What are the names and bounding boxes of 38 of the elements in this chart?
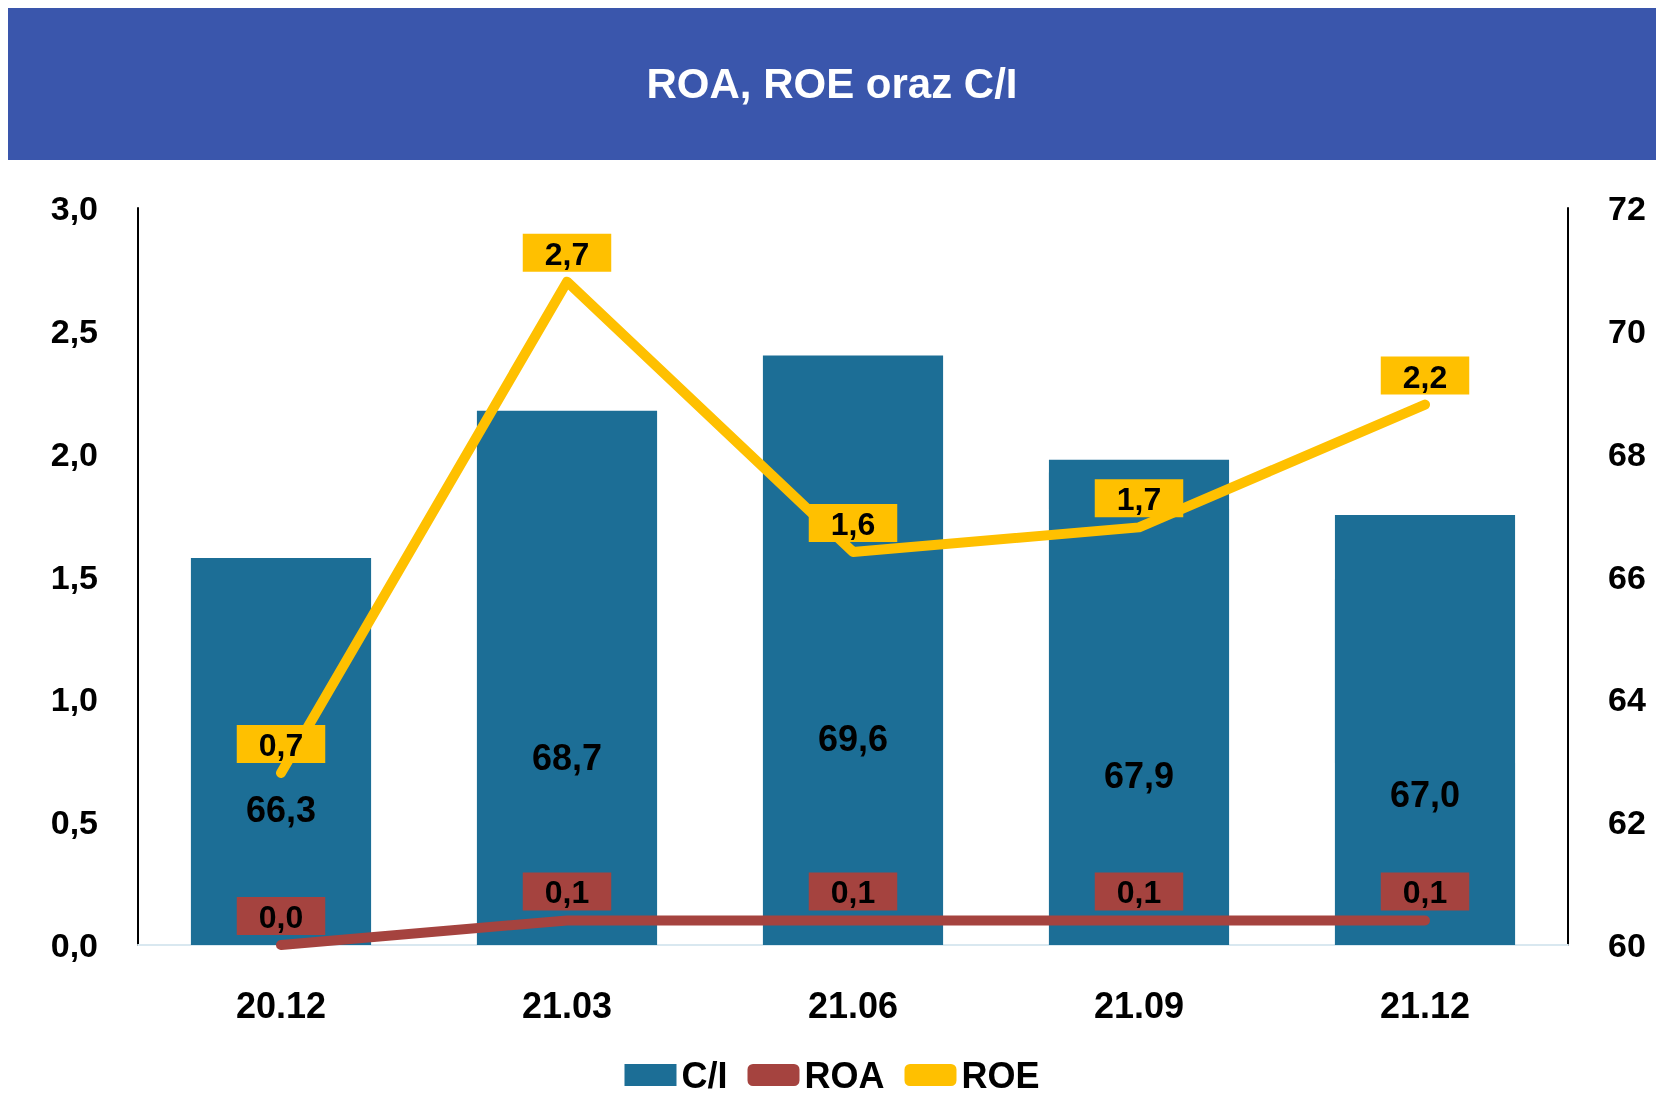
y2-tick-label: 68 bbox=[1608, 434, 1646, 473]
y-tick-label: 3,0 bbox=[50, 189, 98, 227]
data-label: 67,0 bbox=[1389, 774, 1461, 816]
y-tick-label: 0,0 bbox=[50, 926, 98, 964]
x-tick-label: 21.03 bbox=[521, 984, 613, 1026]
data-label: 69,6 bbox=[817, 718, 889, 760]
y-tick-label: 2,0 bbox=[50, 434, 98, 473]
chart-title: ROA, ROE oraz C/I bbox=[8, 8, 1656, 160]
data-label: 0,0 bbox=[258, 899, 304, 935]
data-label: 0,1 bbox=[1116, 874, 1162, 911]
data-label: 0,1 bbox=[1402, 874, 1448, 911]
y2-tick-label: 70 bbox=[1608, 311, 1646, 350]
data-label: 2,2 bbox=[1402, 358, 1448, 395]
legend-label: C/I bbox=[681, 1054, 728, 1096]
x-tick-label: 21.09 bbox=[1093, 984, 1185, 1026]
x-tick-label: 20.12 bbox=[235, 984, 327, 1026]
legend-label: ROA bbox=[804, 1054, 885, 1096]
y2-tick-label: 62 bbox=[1608, 803, 1646, 842]
data-label: 68,7 bbox=[531, 737, 603, 779]
x-tick-label: 21.12 bbox=[1379, 984, 1471, 1026]
data-label: 67,9 bbox=[1103, 754, 1175, 796]
y-tick-label: 2,5 bbox=[50, 311, 98, 350]
data-label: 0,1 bbox=[544, 874, 590, 911]
y-tick-label: 0,5 bbox=[50, 803, 98, 842]
data-label: 0,7 bbox=[258, 727, 304, 764]
y2-tick-label: 72 bbox=[1608, 189, 1646, 227]
legend-label: ROE bbox=[961, 1054, 1040, 1096]
y-tick-label: 1,5 bbox=[50, 557, 98, 596]
data-label: 2,7 bbox=[544, 235, 590, 272]
data-label: 0,1 bbox=[830, 874, 876, 911]
y-tick-label: 1,0 bbox=[50, 680, 98, 719]
y2-tick-label: 64 bbox=[1608, 680, 1646, 719]
data-label: 1,6 bbox=[830, 505, 876, 542]
data-label: 1,7 bbox=[1116, 481, 1162, 518]
y2-tick-label: 66 bbox=[1608, 557, 1646, 596]
x-tick-label: 21.06 bbox=[807, 984, 899, 1026]
y2-tick-label: 60 bbox=[1608, 926, 1646, 964]
data-label: 66,3 bbox=[245, 789, 317, 831]
